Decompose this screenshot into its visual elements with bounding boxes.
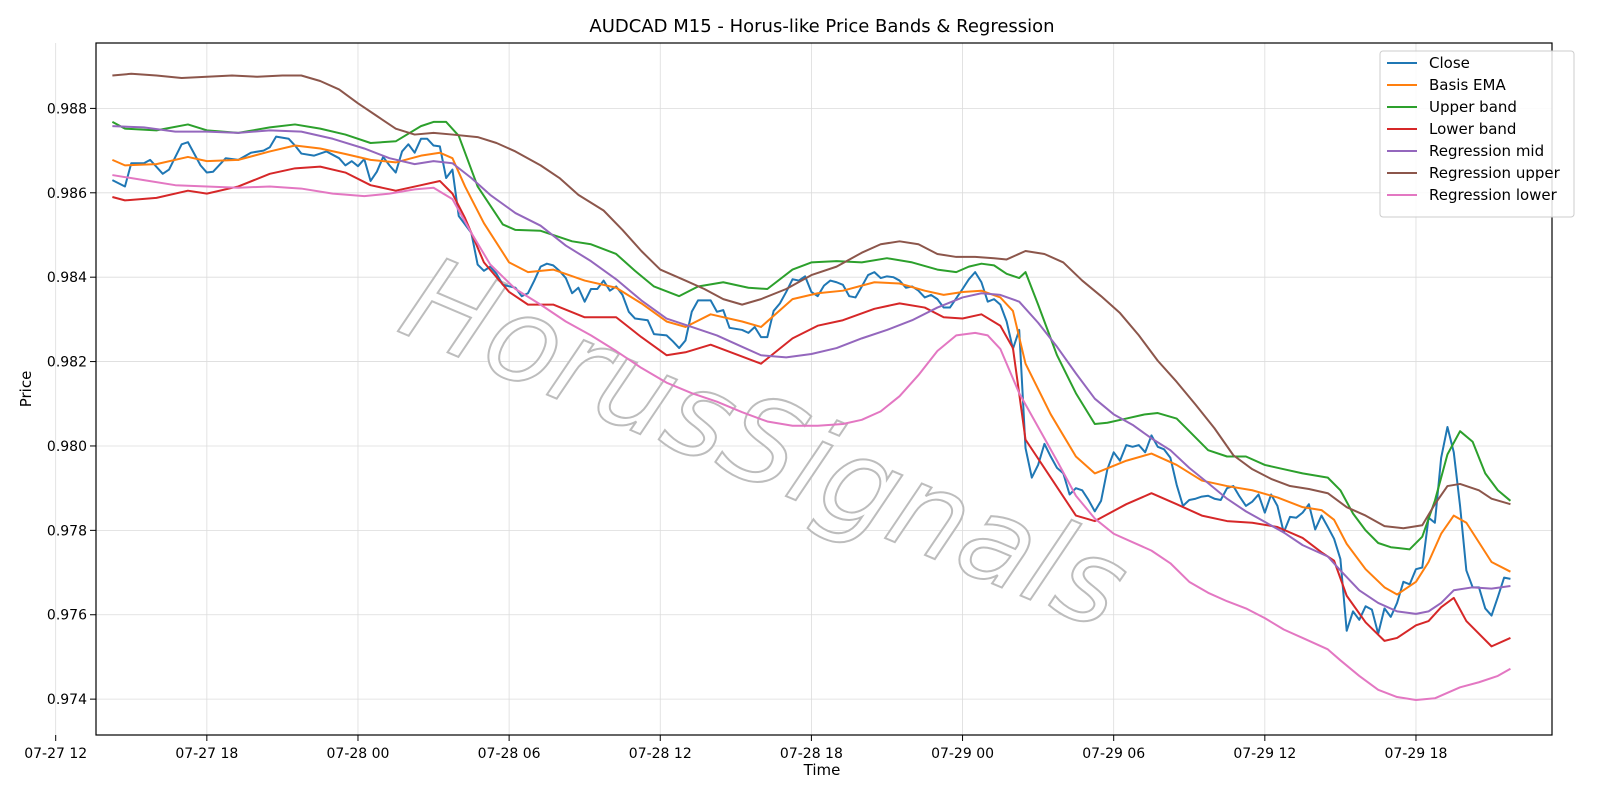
x-axis: 07-27 12 07-27 18 07-28 00 07-28 06 07-28 12… [24,735,1447,762]
chart-title: AUDCAD M15 - Horus-like Price Bands & Re… [589,16,1054,37]
x-tick-label: 07-27 18 [175,746,238,762]
series-lines [111,72,1512,701]
x-tick-label: 07-29 00 [931,746,994,762]
y-axis: 0.974 0.976 0.978 0.980 0.982 0.984 0.986 0.988 [47,101,96,708]
watermark: HorusSignals [383,228,1147,658]
x-tick-label: 07-29 12 [1233,746,1296,762]
y-tick-label: 0.976 [47,608,87,624]
x-tick-label: 07-28 12 [629,746,692,762]
watermark-text: HorusSignals [384,229,1146,657]
series-line-regression-lower [112,174,1511,701]
legend-label-regression-lower: Regression lower [1429,186,1558,204]
legend-label-upper-band: Upper band [1429,98,1517,116]
x-tick-label: 07-29 18 [1384,746,1447,762]
legend-label-lower-band: Lower band [1429,120,1516,138]
y-tick-label: 0.988 [47,101,87,117]
legend: Close Basis EMA Upper band Lower band Regres… [1379,50,1575,218]
y-tick-label: 0.986 [47,186,87,202]
x-tick-label: 07-27 12 [24,746,87,762]
y-tick-label: 0.984 [47,270,87,286]
legend-label-regression-upper: Regression upper [1429,164,1561,182]
plot-frame [95,42,1553,736]
legend-label-regression-mid: Regression mid [1429,142,1544,160]
legend-label-basis-ema: Basis EMA [1429,76,1506,94]
legend-frame [1379,50,1575,218]
y-tick-label: 0.982 [47,355,87,371]
x-tick-label: 07-28 06 [478,746,541,762]
y-tick-label: 0.978 [47,523,87,539]
series-line-lower-band [112,165,1511,648]
y-tick-label: 0.974 [47,692,87,708]
y-tick-label: 0.980 [47,439,87,455]
legend-label-close: Close [1429,54,1470,72]
x-tick-label: 07-28 18 [780,746,843,762]
series-line-close [111,135,1511,635]
x-axis-title: Time [803,761,841,779]
x-tick-label: 07-29 06 [1082,746,1145,762]
x-tick-label: 07-28 00 [327,746,390,762]
series-line-upper-band [111,120,1512,551]
series-line-regression-upper [112,72,1511,530]
y-axis-title: Price [17,371,35,408]
grid [55,43,1552,735]
series-line-regression-mid [112,125,1511,615]
series-line-basis-ema [111,144,1511,596]
